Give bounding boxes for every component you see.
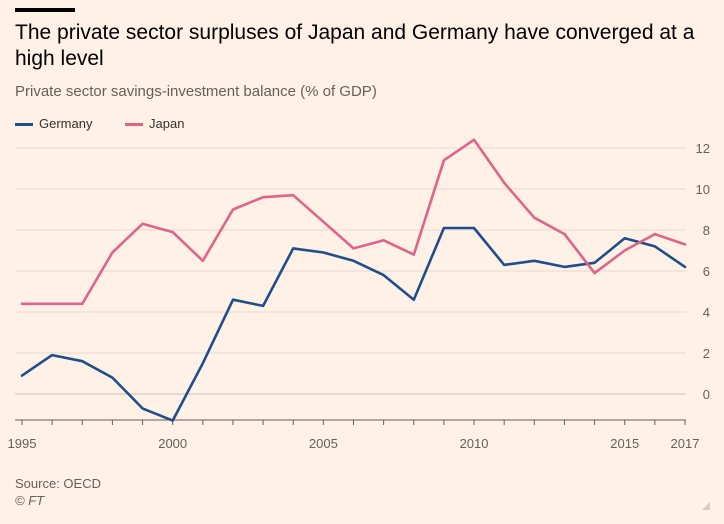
x-tick-label-2000: 2000 [158,436,187,451]
y-tick-label-12: 12 [696,141,710,156]
legend-label-germany: Germany [39,116,93,131]
x-tick-label-2010: 2010 [460,436,489,451]
chart-subtitle: Private sector savings-investment balanc… [15,83,377,100]
y-tick-label-0: 0 [703,387,710,402]
chart-title: The private sector surpluses of Japan an… [15,21,695,70]
legend-swatch-japan [125,123,143,126]
line-chart: 0 2 4 6 8 10 12 1995 2000 2005 2010 2015 2017 [8,138,710,451]
y-tick-label-10: 10 [696,182,710,197]
x-tick-label-2015: 2015 [610,436,639,451]
source-note: Source: OECD [15,476,101,491]
y-tick-label-4: 4 [703,305,710,320]
y-tick-label-2: 2 [703,346,710,361]
ft-top-bar [15,8,75,12]
x-tick-label-1995: 1995 [8,436,37,451]
y-tick-label-8: 8 [703,223,710,238]
x-tick-label-2017: 2017 [671,436,700,451]
copyright-note: © FT [15,493,45,508]
legend-swatch-germany [15,123,33,126]
series-line-germany [20,226,687,422]
x-tick-label-2005: 2005 [309,436,338,451]
legend-label-japan: Japan [149,116,185,131]
resize-handle-icon [702,502,710,510]
y-tick-label-6: 6 [703,264,710,279]
series-line-japan [20,138,687,306]
